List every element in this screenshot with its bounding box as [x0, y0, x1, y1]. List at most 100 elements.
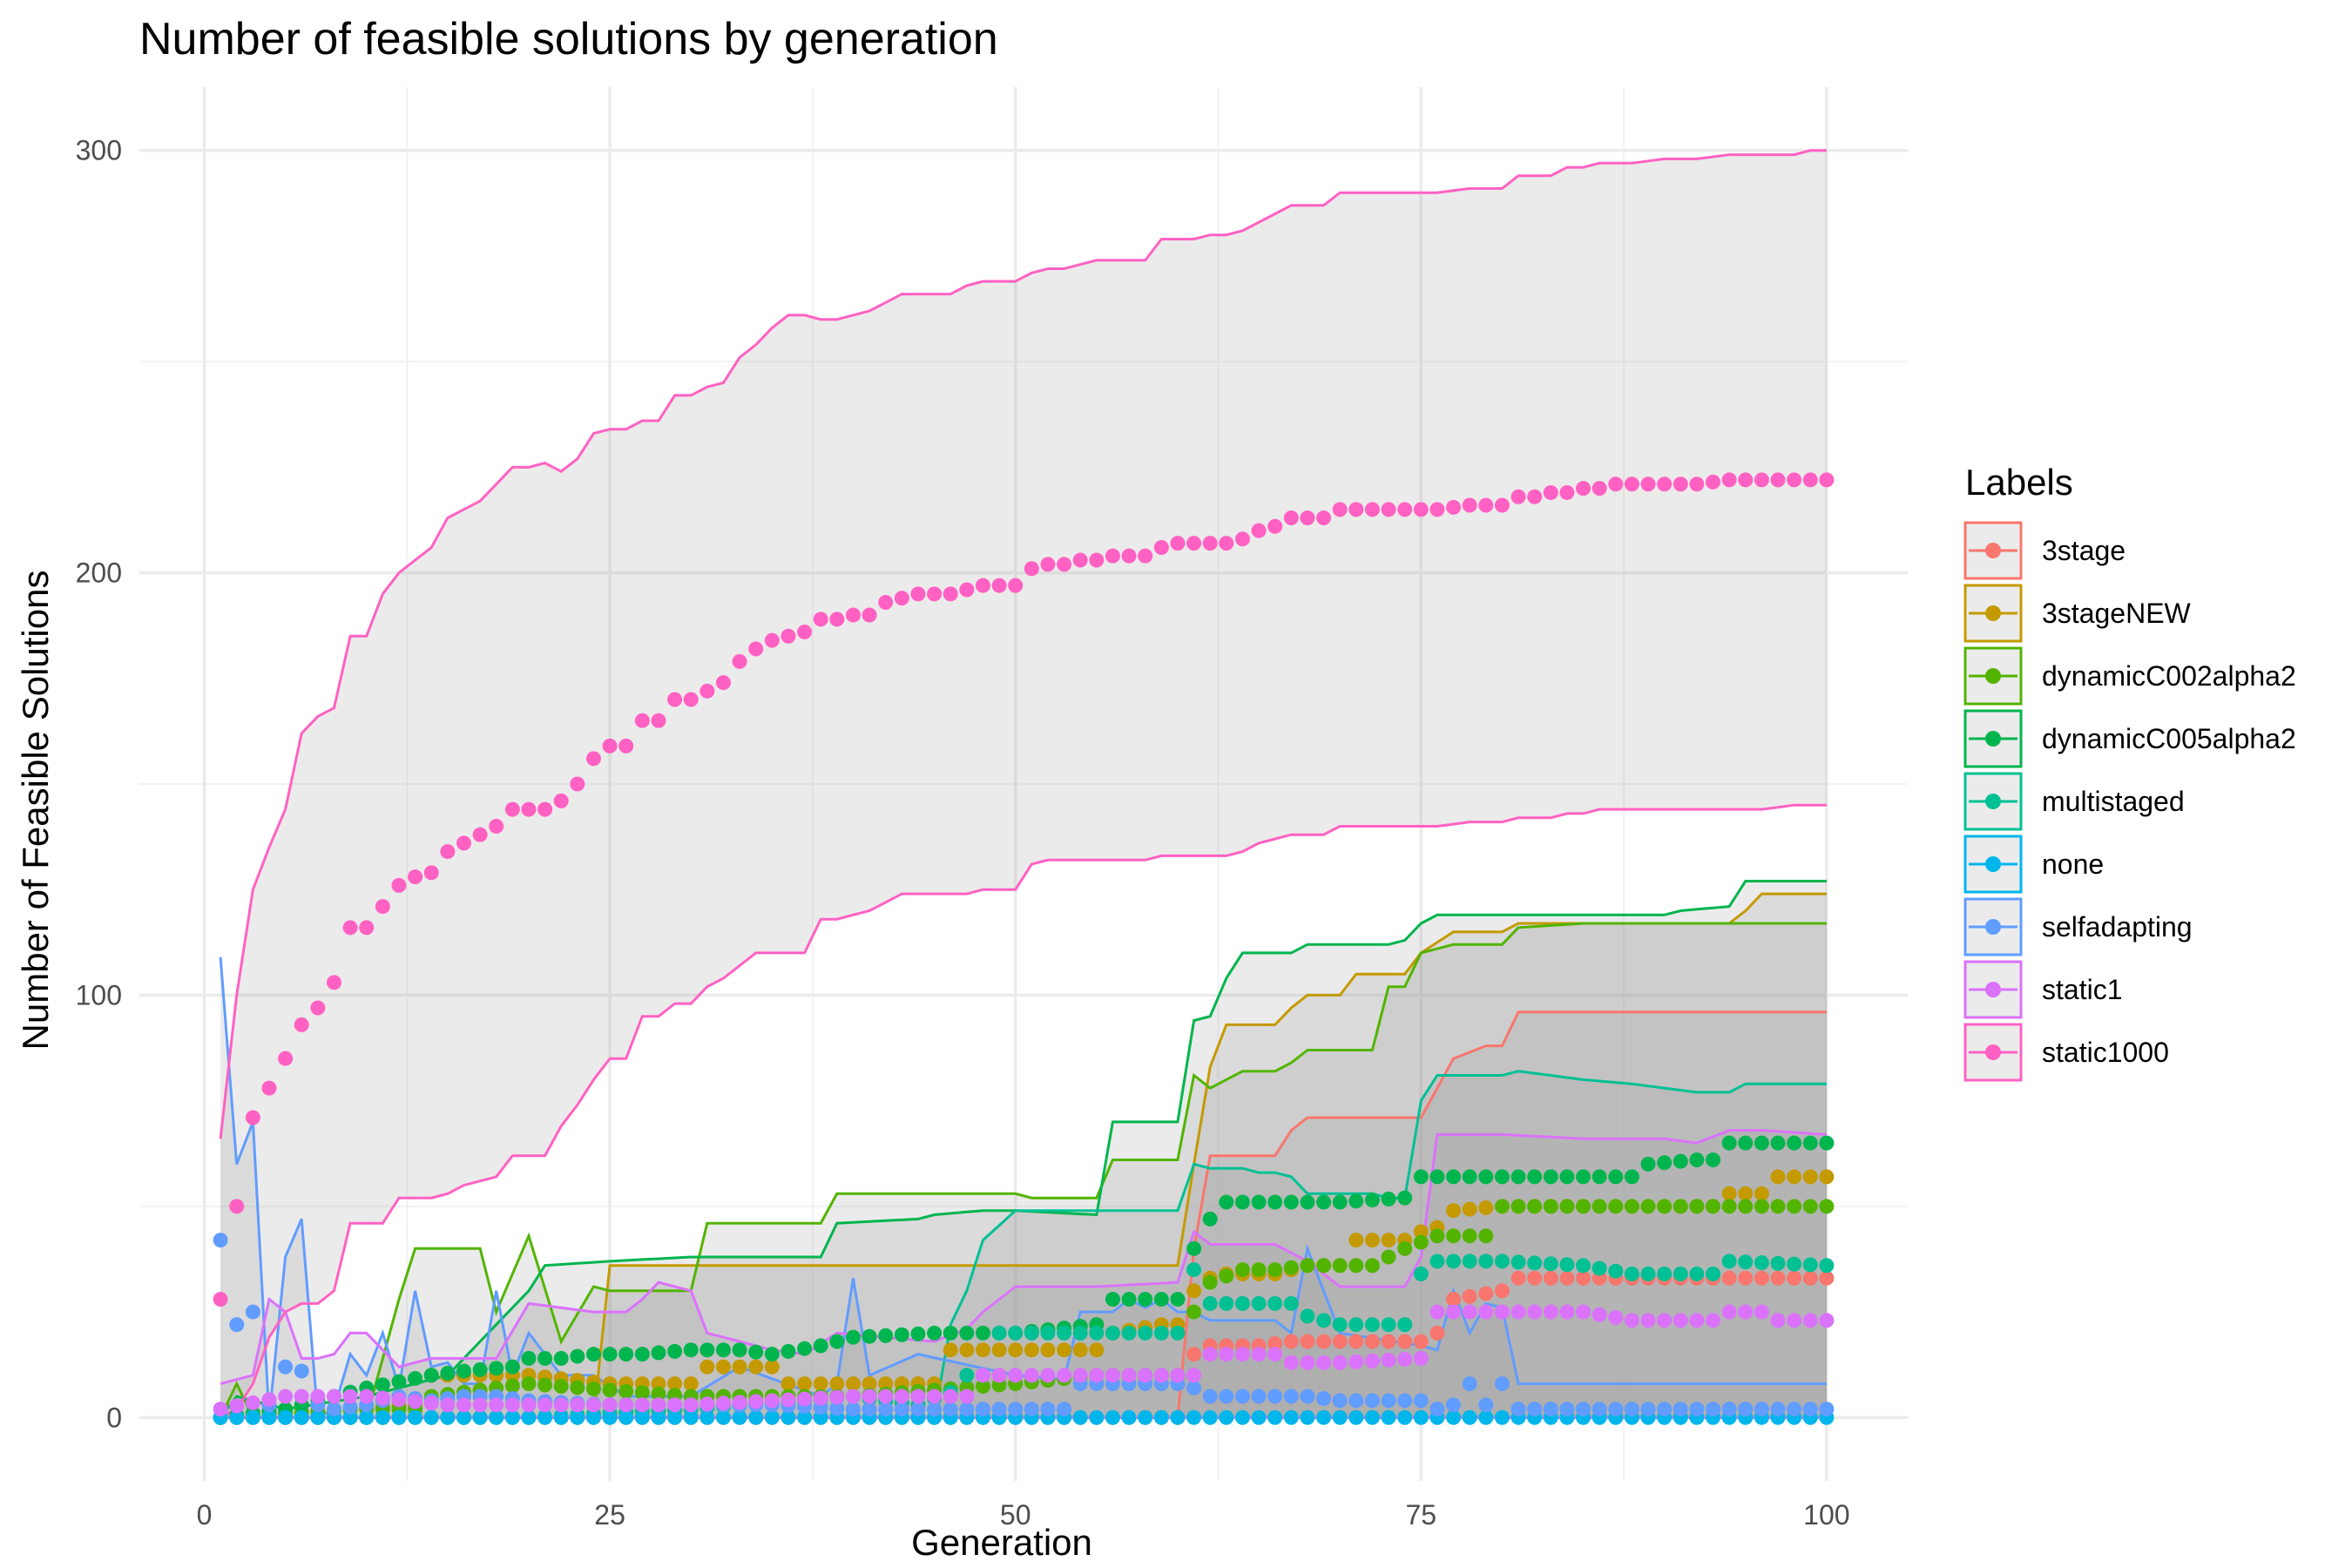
point-none: [553, 1409, 569, 1425]
point-none: [1381, 1409, 1396, 1425]
point-none: [1251, 1409, 1267, 1425]
point-3stageNEW: [1802, 1169, 1818, 1185]
point-selfadapting: [1316, 1390, 1332, 1406]
point-static1000: [1608, 476, 1624, 492]
point-static1: [1089, 1368, 1105, 1383]
point-selfadapting: [1300, 1389, 1315, 1404]
point-static1000: [1234, 531, 1250, 547]
point-dynamicC005alpha2: [1592, 1169, 1607, 1185]
point-3stage: [1494, 1283, 1510, 1299]
point-dynamicC005alpha2: [1283, 1194, 1299, 1210]
point-selfadapting: [1608, 1402, 1624, 1417]
point-static1000: [1170, 536, 1186, 551]
point-selfadapting: [1640, 1402, 1656, 1417]
point-3stage: [1316, 1334, 1332, 1349]
point-static1000: [391, 877, 407, 893]
point-none: [521, 1409, 537, 1425]
point-static1000: [570, 776, 585, 792]
point-multistaged: [1186, 1262, 1202, 1278]
legend: Labels 3stage 3stageNEW dynamicC002alpha2 d…: [1963, 462, 2296, 1082]
point-selfadapting: [1478, 1397, 1494, 1413]
legend-label-dynamicC002alpha2: dynamicC002alpha2: [2042, 660, 2296, 692]
point-multistaged: [1657, 1266, 1673, 1281]
point-selfadapting: [1234, 1389, 1250, 1404]
point-static1000: [732, 653, 747, 669]
point-static1000: [1462, 497, 1477, 513]
point-multistaged: [959, 1368, 975, 1383]
point-multistaged: [1072, 1325, 1088, 1341]
point-static1: [1576, 1304, 1592, 1320]
point-static1: [748, 1394, 764, 1409]
point-3stageNEW: [1057, 1342, 1072, 1358]
point-dynamicC005alpha2: [1802, 1135, 1818, 1151]
point-selfadapting: [1706, 1402, 1721, 1417]
legend-label-selfadapting: selfadapting: [2042, 911, 2193, 943]
point-3stage: [1186, 1347, 1202, 1362]
point-3stageNEW: [1462, 1201, 1477, 1217]
point-multistaged: [1348, 1317, 1364, 1333]
point-static1000: [553, 793, 569, 808]
point-dynamicC002alpha2: [570, 1380, 585, 1396]
point-none: [456, 1409, 471, 1425]
point-static1: [829, 1389, 845, 1405]
point-3stage: [1364, 1334, 1380, 1349]
point-none: [1332, 1409, 1348, 1425]
point-static1: [1381, 1352, 1396, 1368]
point-static1: [1267, 1347, 1283, 1362]
point-none: [813, 1409, 828, 1425]
point-dynamicC005alpha2: [959, 1325, 975, 1341]
point-static1: [1105, 1368, 1120, 1383]
point-dynamicC005alpha2: [1640, 1156, 1656, 1172]
ribbon-multistaged: [220, 1071, 1827, 1418]
legend-label-multistaged: multistaged: [2042, 786, 2185, 817]
point-dynamicC002alpha2: [1721, 1199, 1737, 1214]
point-static1000: [1267, 518, 1283, 534]
point-static1: [1300, 1355, 1315, 1370]
point-static1000: [1754, 472, 1769, 488]
point-static1000: [634, 713, 650, 728]
point-selfadapting: [1348, 1393, 1364, 1409]
point-selfadapting: [1446, 1397, 1462, 1413]
line-upper-dynamicC002alpha2: [219, 922, 1827, 1419]
point-3stageNEW: [683, 1375, 699, 1391]
point-static1000: [359, 920, 375, 936]
point-selfadapting: [1364, 1393, 1380, 1409]
point-static1000: [927, 586, 943, 602]
point-static1: [229, 1398, 245, 1414]
point-none: [1121, 1409, 1137, 1425]
point-dynamicC005alpha2: [1721, 1135, 1737, 1151]
ribbon-3stageNEW: [220, 894, 1827, 1418]
point-dynamicC002alpha2: [1429, 1228, 1445, 1244]
point-dynamicC005alpha2: [683, 1342, 699, 1358]
point-static1: [1234, 1347, 1250, 1362]
point-static1000: [1543, 484, 1558, 500]
point-multistaged: [1429, 1254, 1445, 1269]
point-static1: [1462, 1304, 1477, 1320]
point-multistaged: [1153, 1325, 1169, 1341]
point-dynamicC002alpha2: [1202, 1274, 1218, 1290]
point-static1000: [213, 1292, 228, 1308]
point-static1: [1202, 1347, 1218, 1362]
point-none: [245, 1409, 260, 1425]
point-static1000: [1186, 536, 1202, 551]
point-dynamicC002alpha2: [1348, 1258, 1364, 1274]
point-multistaged: [1624, 1266, 1639, 1281]
point-static1: [1413, 1350, 1429, 1366]
point-static1000: [1657, 476, 1673, 492]
point-multistaged: [1219, 1295, 1234, 1311]
point-3stageNEW: [813, 1375, 828, 1391]
point-dynamicC002alpha2: [975, 1378, 990, 1394]
point-selfadapting: [1024, 1402, 1039, 1417]
legend-label-3stage: 3stage: [2042, 535, 2126, 566]
point-3stage: [1348, 1334, 1364, 1349]
point-static1000: [829, 612, 845, 627]
point-none: [683, 1409, 699, 1425]
point-static1: [764, 1393, 780, 1409]
point-static1: [715, 1396, 731, 1411]
point-static1000: [229, 1199, 245, 1214]
point-dynamicC002alpha2: [537, 1377, 553, 1393]
point-static1: [537, 1397, 553, 1413]
point-static1000: [1072, 552, 1088, 568]
legend-key-point-none: [1985, 856, 2001, 872]
point-multistaged: [1819, 1258, 1835, 1274]
